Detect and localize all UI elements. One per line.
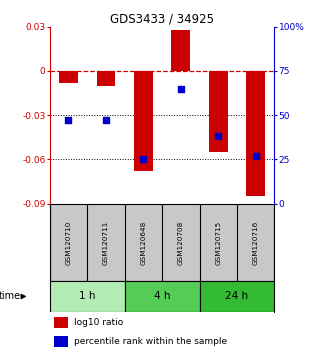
Text: GSM120708: GSM120708	[178, 220, 184, 264]
Bar	[134, 71, 153, 171]
Bar	[209, 71, 228, 152]
Text: time: time	[0, 291, 21, 302]
Point	[141, 156, 146, 162]
Point	[178, 86, 183, 91]
Text: GSM120715: GSM120715	[215, 220, 221, 264]
Bar	[125, 281, 200, 312]
Text: GSM120711: GSM120711	[103, 220, 109, 264]
Point	[103, 118, 108, 123]
Point	[216, 133, 221, 139]
Bar	[200, 281, 274, 312]
Bar	[97, 71, 115, 86]
Text: GSM120716: GSM120716	[253, 220, 259, 264]
Text: 24 h: 24 h	[225, 291, 248, 302]
Bar	[50, 281, 125, 312]
Bar	[171, 29, 190, 71]
Text: 1 h: 1 h	[79, 291, 95, 302]
Point	[253, 153, 258, 159]
Bar	[54, 317, 68, 328]
Text: log10 ratio: log10 ratio	[74, 318, 124, 327]
Text: GSM120648: GSM120648	[140, 220, 146, 264]
Text: 4 h: 4 h	[154, 291, 170, 302]
Bar	[247, 71, 265, 196]
Text: percentile rank within the sample: percentile rank within the sample	[74, 337, 228, 346]
Bar	[54, 336, 68, 347]
Bar	[59, 71, 78, 82]
Point	[66, 118, 71, 123]
Text: GSM120710: GSM120710	[65, 220, 72, 264]
Title: GDS3433 / 34925: GDS3433 / 34925	[110, 12, 214, 25]
